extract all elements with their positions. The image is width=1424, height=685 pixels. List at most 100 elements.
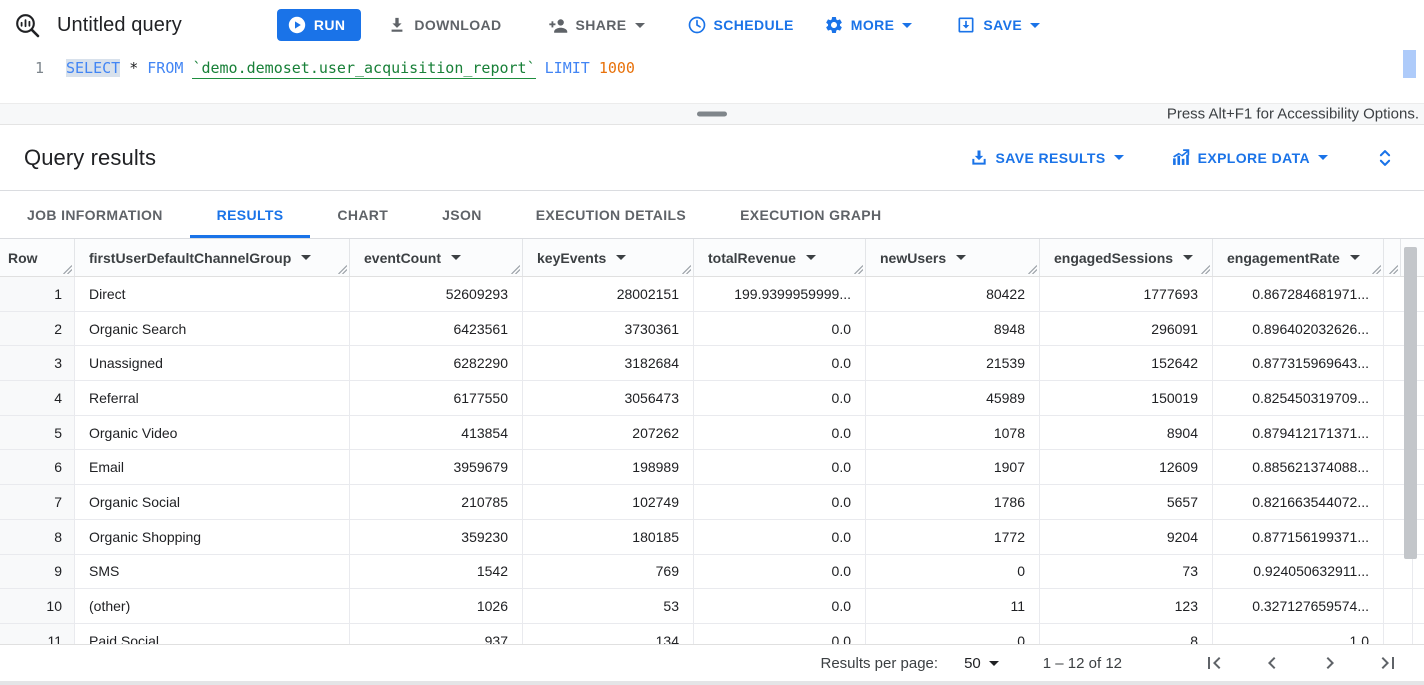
tab-job-information[interactable]: JOB INFORMATION: [27, 206, 163, 223]
tab-json[interactable]: JSON: [442, 206, 482, 223]
window-bottom-edge: [0, 681, 1424, 685]
tab-execution-details[interactable]: EXECUTION DETAILS: [535, 206, 687, 223]
cell: 199.9399959999...: [694, 277, 866, 311]
column-header-firstUserDefaultChannelGroup[interactable]: firstUserDefaultChannelGroup: [75, 239, 350, 276]
cell: 0: [866, 554, 1040, 589]
previous-page-button[interactable]: [1260, 651, 1284, 675]
expand-results-button[interactable]: [1374, 147, 1396, 169]
share-button[interactable]: SHARE: [548, 15, 645, 36]
cell: 6423561: [350, 311, 523, 346]
next-page-button[interactable]: [1318, 651, 1342, 675]
row-number-cell: 9: [0, 554, 75, 589]
table-reference-link[interactable]: `demo.demoset.user_acquisition_report`: [192, 59, 536, 79]
save-icon: [956, 15, 976, 35]
column-resize-handle[interactable]: [1028, 265, 1038, 275]
explore-chart-icon: [1170, 147, 1191, 168]
cell: 52609293: [350, 277, 523, 311]
column-menu-caret-icon[interactable]: [451, 255, 461, 260]
column-menu-caret-icon[interactable]: [805, 255, 816, 260]
query-toolbar: Untitled query RUN DOWNLOAD SHARE: [0, 0, 1424, 50]
cell: 3959679: [350, 450, 523, 485]
cell: Email: [75, 450, 350, 485]
table-body: 1 Direct 52609293 28002151 199.9399959999...…: [0, 277, 1424, 644]
column-menu-caret-icon[interactable]: [301, 255, 312, 260]
sql-editor[interactable]: 1 SELECT * FROM `demo.demoset.user_acqui…: [0, 50, 1424, 103]
run-button[interactable]: RUN: [276, 9, 362, 41]
page-size-select[interactable]: 50: [964, 655, 999, 672]
column-label: engagedSessions: [1054, 249, 1174, 266]
column-header-eventCount[interactable]: eventCount: [350, 239, 523, 276]
cell: 0.0: [694, 623, 866, 644]
cell: 150019: [1040, 381, 1213, 415]
cell: 6177550: [350, 381, 523, 415]
download-icon: [387, 15, 407, 35]
cell: 6282290: [350, 346, 523, 381]
cell: 12609: [1040, 450, 1213, 485]
save-button[interactable]: SAVE: [956, 15, 1041, 35]
column-header-totalRevenue[interactable]: totalRevenue: [694, 239, 866, 276]
column-resize-handle[interactable]: [682, 265, 692, 275]
column-header-keyEvents[interactable]: keyEvents: [523, 239, 694, 276]
editor-scrollbar-thumb[interactable]: [1403, 50, 1416, 78]
cell: 937: [350, 623, 523, 644]
cell: 769: [523, 554, 694, 589]
column-resize-handle[interactable]: [1389, 265, 1399, 275]
cell: 134: [523, 623, 694, 644]
cell: 0.0: [694, 589, 866, 623]
caret-down-icon: [902, 22, 913, 28]
column-header-newUsers[interactable]: newUsers: [866, 239, 1040, 276]
accessibility-hint: Press Alt+F1 for Accessibility Options.: [1166, 105, 1419, 123]
last-page-button[interactable]: [1376, 651, 1400, 675]
column-header-engagedSessions[interactable]: engagedSessions: [1040, 239, 1213, 276]
column-resize-handle[interactable]: [63, 265, 73, 275]
cell: 0: [866, 623, 1040, 644]
column-label: firstUserDefaultChannelGroup: [89, 249, 292, 266]
row-number-cell: 8: [0, 519, 75, 554]
cell: 45989: [866, 381, 1040, 415]
tab-execution-graph[interactable]: EXECUTION GRAPH: [740, 206, 882, 223]
column-menu-caret-icon[interactable]: [956, 255, 967, 260]
cell: Referral: [75, 381, 350, 415]
chevron-right-icon: [1318, 657, 1342, 678]
column-resize-handle[interactable]: [511, 265, 521, 275]
column-header-Row[interactable]: Row: [0, 239, 75, 276]
caret-down-icon: [988, 660, 999, 666]
save-results-button[interactable]: SAVE RESULTS: [969, 148, 1124, 168]
cell: 0.0: [694, 485, 866, 519]
sql-code-line[interactable]: SELECT * FROM `demo.demoset.user_acquisi…: [66, 59, 635, 79]
download-button[interactable]: DOWNLOAD: [387, 15, 501, 35]
table-row: 7 Organic Social 210785 102749 0.0 1786 5657 0.…: [0, 485, 1424, 520]
query-results-header: Query results SAVE RESULTS: [0, 125, 1424, 191]
cell: 1026: [350, 589, 523, 623]
splitter-drag-handle[interactable]: [697, 111, 727, 117]
row-number-cell: 6: [0, 450, 75, 485]
table-scrollbar-thumb[interactable]: [1404, 247, 1417, 559]
cell: 21539: [866, 346, 1040, 381]
more-button[interactable]: MORE: [824, 15, 913, 35]
table-row: 10 (other) 1026 53 0.0 11 123 0.327127659574...: [0, 589, 1424, 624]
column-menu-caret-icon[interactable]: [1183, 255, 1194, 260]
tab-chart[interactable]: CHART: [337, 206, 389, 223]
column-menu-caret-icon[interactable]: [1349, 255, 1360, 260]
first-page-button[interactable]: [1202, 651, 1226, 675]
tab-results[interactable]: RESULTS: [190, 191, 311, 238]
column-label: keyEvents: [537, 249, 607, 266]
pagination-bar: Results per page: 50 1 – 12 of 12: [0, 644, 1424, 681]
cell: 0.877156199371...: [1213, 519, 1384, 554]
cell: SMS: [75, 554, 350, 589]
column-resize-handle[interactable]: [1372, 265, 1382, 275]
cell: 0.821663544072...: [1213, 485, 1384, 519]
column-menu-caret-icon[interactable]: [616, 255, 627, 260]
cell: 8: [1040, 623, 1213, 644]
person-add-icon: [548, 15, 569, 36]
column-header-engagementRate[interactable]: engagementRate: [1213, 239, 1384, 276]
cell: 210785: [350, 485, 523, 519]
column-resize-handle[interactable]: [1201, 265, 1211, 275]
column-resize-handle[interactable]: [338, 265, 348, 275]
cell: 0.0: [694, 311, 866, 346]
schedule-button[interactable]: SCHEDULE: [687, 15, 794, 35]
column-resize-handle[interactable]: [854, 265, 864, 275]
explore-data-button[interactable]: EXPLORE DATA: [1170, 147, 1328, 168]
cell: Organic Search: [75, 311, 350, 346]
